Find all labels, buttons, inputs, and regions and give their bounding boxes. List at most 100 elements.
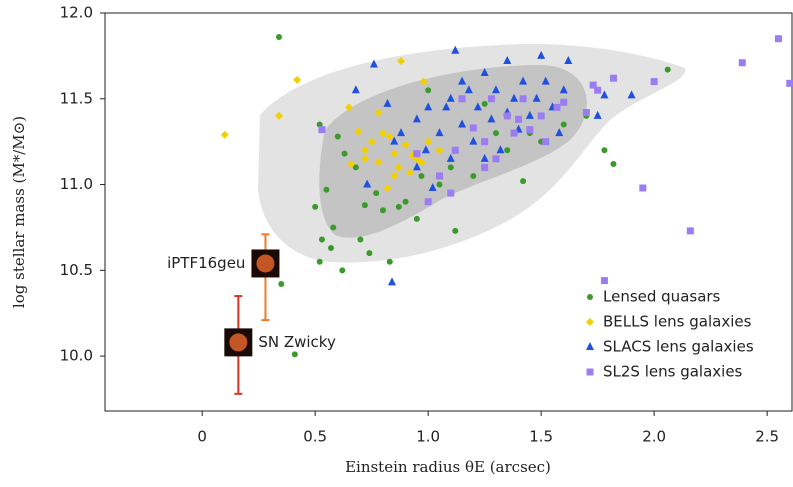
point xyxy=(609,74,617,82)
y-axis-label: log stellar mass (M*/M⊙) xyxy=(10,116,28,308)
point xyxy=(560,121,567,128)
point xyxy=(278,281,285,288)
point xyxy=(327,245,334,252)
point xyxy=(402,198,409,205)
point xyxy=(436,181,443,188)
point xyxy=(390,136,399,145)
point xyxy=(428,182,437,191)
y-tick-label: 10.0 xyxy=(60,347,93,365)
point xyxy=(650,78,658,86)
point xyxy=(526,126,534,134)
point xyxy=(481,163,489,171)
legend-marker xyxy=(586,342,594,350)
point xyxy=(330,224,337,231)
point xyxy=(446,153,455,162)
point xyxy=(664,66,671,73)
point xyxy=(559,85,568,94)
point xyxy=(446,93,455,102)
point xyxy=(323,186,330,193)
point xyxy=(385,132,394,141)
point xyxy=(339,267,346,274)
point xyxy=(447,189,455,197)
point xyxy=(397,128,406,137)
point xyxy=(487,95,495,103)
point xyxy=(351,85,360,94)
point xyxy=(510,129,518,137)
point xyxy=(401,141,410,150)
legend-marker xyxy=(586,318,594,326)
x-tick-label: 1.5 xyxy=(529,428,553,446)
point xyxy=(542,138,550,146)
x-tick-label: 2.0 xyxy=(642,428,666,446)
point xyxy=(519,76,528,85)
point xyxy=(425,87,432,94)
point xyxy=(379,207,386,214)
point xyxy=(354,127,363,136)
point xyxy=(519,95,527,103)
point xyxy=(458,119,467,128)
point xyxy=(374,108,383,117)
point xyxy=(424,102,433,111)
point xyxy=(435,146,444,155)
point xyxy=(600,277,608,285)
point xyxy=(555,128,564,137)
point xyxy=(470,172,477,179)
point xyxy=(480,68,489,77)
point xyxy=(600,90,609,99)
point xyxy=(369,59,378,68)
point xyxy=(601,147,608,154)
y-tick-label: 11.5 xyxy=(60,89,93,107)
point xyxy=(492,130,499,137)
point xyxy=(469,136,478,145)
point xyxy=(275,111,284,120)
point xyxy=(458,76,467,85)
legend-marker xyxy=(587,294,593,300)
point xyxy=(360,146,369,155)
point xyxy=(334,133,341,140)
point xyxy=(503,112,511,120)
point xyxy=(395,203,402,210)
point xyxy=(316,258,323,265)
point xyxy=(610,160,617,167)
point xyxy=(357,236,364,243)
point xyxy=(786,79,793,87)
point xyxy=(481,100,488,107)
point xyxy=(774,35,782,43)
y-tick-label: 10.5 xyxy=(60,261,93,279)
legend-label: BELLS lens galaxies xyxy=(603,313,752,331)
point xyxy=(537,112,545,120)
point xyxy=(383,98,392,107)
point xyxy=(360,154,369,163)
point xyxy=(388,277,397,286)
point xyxy=(366,250,373,257)
x-tick-label: 0.5 xyxy=(303,428,327,446)
point xyxy=(738,59,746,67)
point xyxy=(532,93,541,102)
point xyxy=(541,76,550,85)
point xyxy=(316,121,323,128)
point xyxy=(412,114,421,123)
point xyxy=(464,85,473,94)
point xyxy=(406,168,415,177)
legend-label: SLACS lens galaxies xyxy=(603,338,754,356)
point xyxy=(361,202,368,209)
point xyxy=(378,129,387,138)
plot-frame xyxy=(104,12,793,412)
point xyxy=(639,184,647,192)
point xyxy=(397,57,406,66)
point xyxy=(442,102,451,111)
point xyxy=(374,158,383,167)
point xyxy=(386,258,393,265)
point xyxy=(520,178,527,185)
point xyxy=(594,86,602,94)
point xyxy=(480,153,489,162)
point xyxy=(481,138,489,146)
point xyxy=(515,115,523,123)
point xyxy=(421,145,430,154)
point xyxy=(293,75,302,84)
y-tick-label: 12.0 xyxy=(60,4,93,22)
point xyxy=(417,158,426,167)
point xyxy=(487,114,496,123)
point xyxy=(291,351,298,358)
